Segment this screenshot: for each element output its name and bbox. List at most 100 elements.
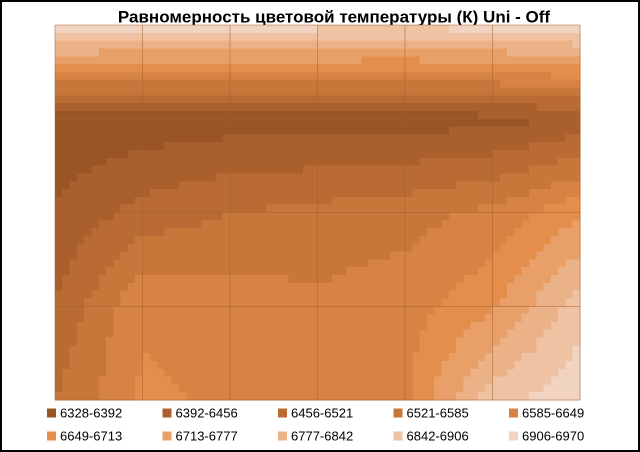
contour-cell — [507, 290, 515, 299]
contour-cell — [507, 165, 515, 174]
contour-cell — [456, 251, 464, 260]
contour-cell — [463, 32, 472, 42]
contour-cell — [127, 32, 136, 42]
contour-cell — [273, 275, 282, 284]
contour-cell — [164, 181, 173, 190]
contour-cell — [390, 181, 399, 190]
contour-cell — [405, 150, 413, 159]
contour-cell — [434, 353, 442, 362]
contour-cell — [222, 329, 231, 338]
contour-cell — [332, 173, 340, 182]
contour-cell — [193, 360, 202, 370]
contour-cell — [390, 235, 399, 245]
contour-cell — [266, 321, 275, 331]
contour-cell — [208, 150, 216, 159]
contour-cell — [84, 126, 92, 135]
contour-cell — [135, 126, 143, 135]
contour-cell — [135, 321, 143, 331]
contour-cell — [499, 157, 508, 167]
contour-cell — [339, 165, 348, 174]
contour-cell — [302, 71, 311, 81]
contour-cell — [266, 212, 275, 221]
contour-cell — [98, 189, 107, 198]
contour-cell — [434, 345, 442, 354]
contour-cell — [142, 103, 151, 112]
contour-cell — [142, 306, 151, 315]
contour-cell — [288, 79, 297, 88]
contour-cell — [412, 235, 421, 245]
contour-cell — [84, 220, 92, 229]
contour-cell — [98, 368, 107, 378]
contour-cell — [91, 189, 100, 198]
contour-cell — [324, 290, 333, 299]
contour-cell — [84, 376, 92, 385]
contour-cell — [332, 181, 340, 190]
contour-cell — [69, 134, 78, 143]
contour-cell — [324, 337, 333, 346]
contour-cell — [572, 267, 581, 276]
contour-cell — [113, 376, 122, 385]
contour-cell — [353, 337, 362, 346]
contour-cell — [477, 376, 486, 385]
contour-cell — [499, 181, 508, 190]
contour-cell — [281, 275, 289, 284]
contour-cell — [485, 25, 493, 34]
contour-cell — [259, 267, 267, 276]
contour-cell — [368, 71, 377, 81]
contour-cell — [113, 189, 122, 198]
contour-cell — [84, 345, 92, 354]
contour-cell — [419, 25, 428, 34]
contour-cell — [142, 150, 151, 159]
contour-cell — [405, 337, 413, 346]
contour-cell — [383, 32, 391, 42]
contour-cell — [76, 204, 85, 213]
contour-cell — [383, 95, 391, 104]
contour-cell — [339, 134, 348, 143]
contour-cell — [485, 392, 493, 401]
contour-cell — [521, 235, 530, 245]
contour-cell — [69, 95, 78, 104]
contour-cell — [361, 64, 370, 73]
contour-cell — [164, 79, 173, 88]
contour-cell — [565, 360, 574, 370]
contour-cell — [550, 376, 559, 385]
contour-cell — [193, 204, 202, 213]
contour-cell — [572, 142, 581, 151]
contour-cell — [55, 40, 63, 49]
contour-cell — [200, 337, 209, 346]
contour-cell — [550, 79, 559, 88]
contour-cell — [310, 196, 318, 206]
contour-cell — [273, 110, 282, 120]
contour-cell — [127, 64, 136, 73]
contour-cell — [412, 157, 421, 167]
contour-cell — [281, 353, 289, 362]
contour-cell — [302, 189, 311, 198]
contour-cell — [448, 56, 457, 65]
contour-cell — [317, 95, 326, 104]
contour-cell — [477, 384, 486, 393]
contour-cell — [426, 314, 435, 323]
contour-cell — [521, 64, 530, 73]
contour-cell — [310, 126, 318, 135]
contour-cell — [244, 392, 253, 401]
contour-cell — [332, 368, 340, 378]
contour-cell — [171, 235, 180, 245]
contour-cell — [281, 345, 289, 354]
contour-cell — [419, 87, 428, 96]
contour-cell — [368, 290, 377, 299]
contour-cell — [266, 87, 275, 96]
contour-cell — [259, 126, 267, 135]
contour-cell — [521, 173, 530, 182]
contour-cell — [346, 321, 355, 331]
contour-cell — [302, 376, 311, 385]
contour-cell — [368, 392, 377, 401]
contour-cell — [492, 353, 501, 362]
contour-cell — [448, 103, 457, 112]
contour-cell — [528, 337, 537, 346]
contour-cell — [91, 360, 100, 370]
contour-cell — [441, 267, 450, 276]
contour-cell — [375, 267, 384, 276]
contour-cell — [456, 118, 464, 128]
contour-cell — [499, 360, 508, 370]
contour-cell — [507, 103, 515, 112]
